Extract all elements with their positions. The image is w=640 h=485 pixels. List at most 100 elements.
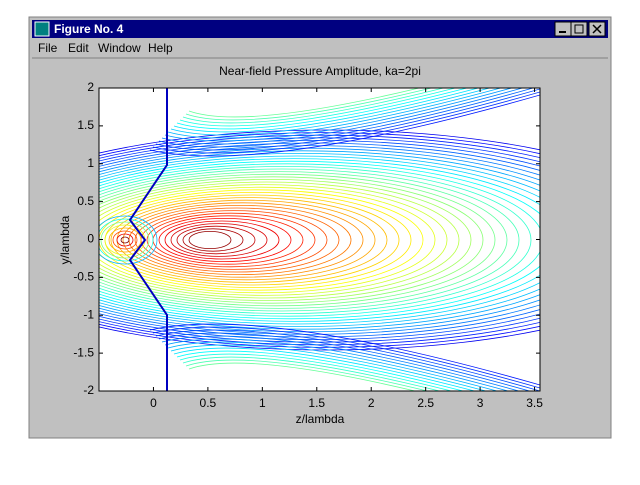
contour xyxy=(158,217,292,262)
minimize-button[interactable] xyxy=(554,21,572,37)
x-tick-label: 1 xyxy=(259,396,266,410)
contour xyxy=(99,184,448,296)
contour xyxy=(149,323,540,386)
contour xyxy=(176,350,465,391)
contour xyxy=(170,88,491,136)
x-tick-label: 0 xyxy=(150,396,157,410)
contour xyxy=(99,158,540,322)
contour xyxy=(99,163,540,317)
menu-item[interactable]: Window xyxy=(98,41,141,55)
contour xyxy=(99,168,520,312)
y-tick-label: -1 xyxy=(83,307,94,321)
contour xyxy=(161,335,521,391)
contour xyxy=(158,88,535,148)
menu-item[interactable]: File xyxy=(38,41,58,55)
chart-title: Near-field Pressure Amplitude, ka=2pi xyxy=(219,64,421,78)
window-buttons xyxy=(554,21,606,37)
contour xyxy=(173,347,476,391)
x-axis-label: z/lambda xyxy=(296,412,345,426)
contour xyxy=(99,181,460,299)
contour xyxy=(99,218,154,262)
y-axis-label: y/lambda xyxy=(58,215,72,264)
boundary xyxy=(128,88,168,391)
contour xyxy=(155,88,540,151)
y-tick-label: 1 xyxy=(87,156,94,170)
contour xyxy=(99,155,540,325)
contour xyxy=(152,91,540,154)
contour xyxy=(99,186,436,294)
contour xyxy=(182,88,445,124)
contour xyxy=(134,207,340,273)
contour xyxy=(99,189,424,291)
y-tick-label: 0 xyxy=(87,232,94,246)
contour xyxy=(161,88,524,145)
y-tick-label: 2 xyxy=(87,80,94,94)
contour xyxy=(155,329,540,391)
window-icon xyxy=(34,21,50,37)
contour xyxy=(188,362,417,391)
contour xyxy=(176,225,256,255)
maximize-button[interactable] xyxy=(570,21,588,37)
y-tick-label: 1.5 xyxy=(77,118,94,132)
contour xyxy=(188,230,232,249)
contour xyxy=(112,230,138,250)
x-tick-label: 0.5 xyxy=(200,396,217,410)
contour xyxy=(99,145,540,335)
plot-area xyxy=(99,88,540,391)
contour-lines xyxy=(99,88,540,391)
contour xyxy=(164,220,280,260)
window-title: Figure No. 4 xyxy=(54,22,124,36)
contour xyxy=(99,192,412,288)
contour xyxy=(164,88,514,142)
contour xyxy=(179,353,453,391)
maximize-icon xyxy=(574,24,584,34)
contour xyxy=(99,134,540,346)
contour xyxy=(146,212,316,268)
contour xyxy=(122,202,364,278)
contour xyxy=(158,332,531,391)
contour xyxy=(164,338,510,391)
contour xyxy=(185,359,429,391)
contour xyxy=(99,215,158,265)
x-tick-label: 3 xyxy=(477,396,484,410)
contour xyxy=(108,227,142,253)
contour xyxy=(152,326,540,389)
contour xyxy=(99,150,540,330)
y-tick-label: -1.5 xyxy=(73,345,94,359)
x-tick-label: 2.5 xyxy=(417,396,434,410)
contour xyxy=(182,228,244,252)
contour xyxy=(99,129,540,351)
contour xyxy=(120,236,130,244)
contour xyxy=(185,88,433,121)
contour xyxy=(167,88,502,139)
contour xyxy=(99,179,472,301)
y-tick-label: 0.5 xyxy=(77,194,94,208)
contour xyxy=(99,166,532,314)
y-tick-label: -2 xyxy=(83,383,94,397)
menu-bar: File Edit Window Help xyxy=(38,41,173,55)
contour xyxy=(170,223,268,257)
contour xyxy=(99,153,540,327)
contour xyxy=(188,88,421,118)
menu-item[interactable]: Edit xyxy=(68,41,89,55)
contour xyxy=(116,233,134,247)
contour xyxy=(99,171,508,309)
close-icon xyxy=(592,24,602,34)
x-tick-label: 3.5 xyxy=(526,396,543,410)
contour xyxy=(99,142,540,338)
contour xyxy=(176,88,469,130)
contour xyxy=(167,341,499,391)
contour xyxy=(99,140,540,340)
contour xyxy=(179,88,457,127)
y-tick-label: -0.5 xyxy=(73,270,94,284)
x-tick-label: 1.5 xyxy=(308,396,325,410)
x-tick-label: 2 xyxy=(368,396,375,410)
contour xyxy=(110,197,388,283)
contour xyxy=(99,176,484,304)
menu-item[interactable]: Help xyxy=(148,41,173,55)
contour xyxy=(99,132,540,348)
contour xyxy=(149,94,540,157)
contour xyxy=(182,356,441,391)
